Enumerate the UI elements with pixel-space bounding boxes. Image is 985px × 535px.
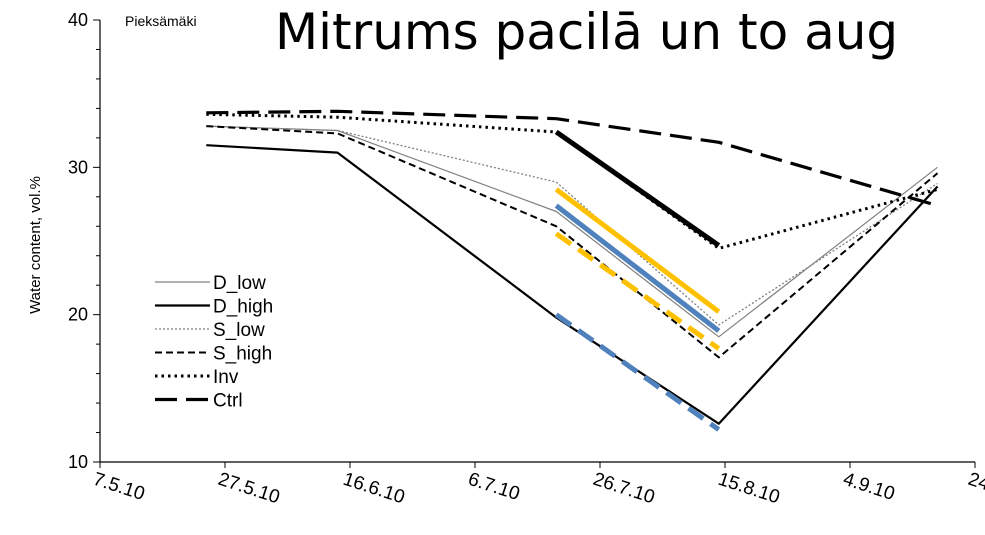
highlight-layer [554,129,721,432]
x-tick-label: 6.7.10 [465,469,522,505]
y-tick-label: 10 [68,452,88,472]
highlight-segment [554,312,721,432]
y-tick-label: 30 [68,157,88,177]
y-tick-label: 40 [68,10,88,30]
highlight-segment [554,203,721,333]
legend-label-d-low: D_low [213,273,266,294]
x-tick-label: 4.9.10 [840,469,897,505]
x-tick-label: 15.8.10 [715,469,782,509]
legend-label-ctrl: Ctrl [213,391,243,412]
series-line-inv [206,112,938,250]
highlight-segment [554,231,721,351]
y-tick-label: 20 [68,305,88,325]
x-tick-label: 26.7.10 [590,469,657,509]
legend-label-d-high: D_high [213,297,273,318]
series-line-d-high [206,144,939,425]
series-line-ctrl [206,109,938,208]
legend-label-s-high: S_high [213,344,272,365]
series-line-s-low [206,125,938,326]
slide-title: Mitrums pacilā un to aug [275,3,899,61]
chart-axes: 10 20 30 40 7.5.10 27.5.10 16.6.10 6.7.10 26.7.1… [68,10,985,508]
legend-label-s-low: S_low [213,320,265,341]
series-line-d-low [206,125,938,338]
highlight-segment [554,129,721,248]
x-tick-label: 16.6.10 [340,469,407,509]
legend-label-inv: Inv [213,367,239,388]
y-axis-label: Water content, vol.% [27,176,44,314]
x-tick-label: 24.9.10 [965,469,985,509]
x-tick-label: 7.5.10 [90,469,147,505]
chart-title: Pieksämäki [125,13,197,29]
highlight-segment [554,187,721,314]
series-layer [206,109,939,425]
series-line-s-high [206,125,939,359]
x-tick-label: 27.5.10 [215,469,282,509]
